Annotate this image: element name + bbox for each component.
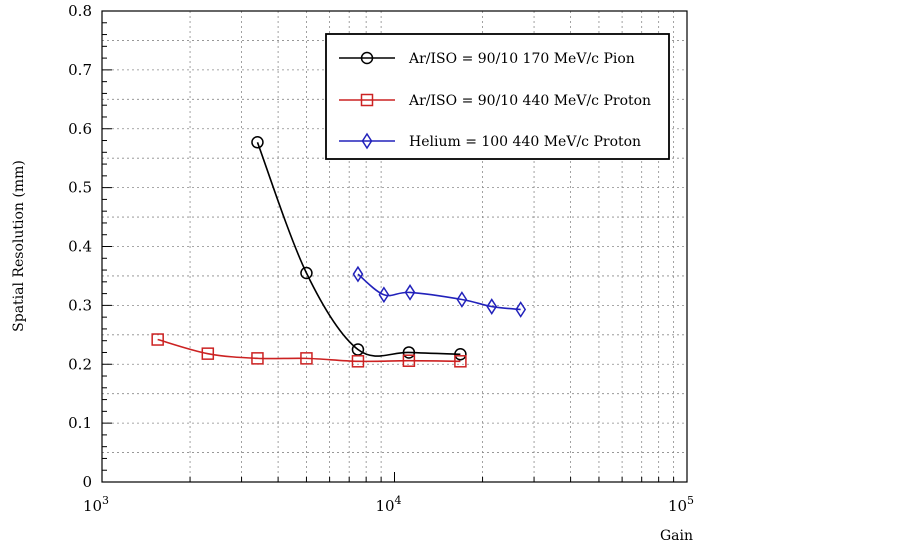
legend-label: Ar/ISO = 90/10 440 MeV/c Proton (408, 93, 651, 109)
x-tick-label: 103 (83, 494, 109, 515)
legend-marker (361, 132, 373, 150)
x-tick-label-base: 10 (668, 497, 687, 515)
x-tick-label-exponent: 5 (687, 494, 694, 507)
y-axis-title: Spatial Resolution (mm) (11, 160, 27, 332)
series-proton-ar (151, 333, 467, 368)
data-point-proton-ar (201, 347, 215, 360)
data-point-pion (251, 136, 264, 149)
data-point-proton-helium (456, 291, 468, 308)
legend-box (325, 33, 670, 160)
data-point-pion (454, 347, 467, 361)
series-line-pion (256, 142, 461, 357)
legend-marker (360, 51, 374, 65)
data-point-proton-ar (251, 352, 264, 365)
data-point-proton-ar (351, 355, 365, 368)
legend: Ar/ISO = 90/10 170 MeV/c Pion Ar/ISO = 90… (325, 33, 670, 160)
data-point-proton-helium (515, 301, 527, 318)
legend-item-proton-ar: Ar/ISO = 90/10 440 MeV/c Proton (339, 93, 651, 109)
y-tick-label: 0 (82, 473, 92, 491)
legend-item-pion: Ar/ISO = 90/10 170 MeV/c Pion (339, 51, 635, 67)
data-point-proton-helium (378, 286, 390, 304)
x-tick-label: 105 (668, 494, 694, 515)
data-point-proton-helium (352, 265, 364, 283)
data-point-pion (300, 266, 313, 280)
series-line-proton-ar (157, 338, 461, 363)
data-point-pion (351, 343, 365, 356)
legend-label: Ar/ISO = 90/10 170 MeV/c Pion (408, 51, 635, 67)
data-point-proton-ar (402, 354, 416, 367)
series-layer (151, 136, 527, 368)
y-tick-label: 0.7 (68, 61, 92, 79)
grid (102, 11, 687, 482)
x-tick-label: 104 (375, 494, 401, 515)
data-point-proton-ar (454, 355, 467, 368)
x-tick-label-exponent: 3 (102, 494, 109, 507)
legend-item-proton-helium: Helium = 100 440 MeV/c Proton (339, 132, 641, 150)
data-point-proton-ar (151, 333, 164, 346)
series-line-proton-helium (357, 273, 521, 311)
data-point-pion (402, 346, 416, 359)
x-axis-title: Gain (660, 528, 693, 544)
y-tick-label: 0.8 (68, 2, 92, 20)
legend-label: Helium = 100 440 MeV/c Proton (409, 134, 641, 150)
data-point-proton-helium (486, 298, 498, 315)
data-point-proton-ar (300, 352, 313, 365)
data-point-proton-helium (404, 284, 416, 301)
legend-marker (360, 93, 374, 107)
x-tick-label-base: 10 (83, 497, 102, 515)
y-tick-label: 0.2 (68, 355, 92, 373)
x-tick-label-exponent: 4 (395, 494, 402, 507)
x-tick-label-base: 10 (375, 497, 394, 515)
series-proton-helium (352, 265, 527, 318)
y-tick-label: 0.3 (68, 296, 92, 314)
series-pion (251, 136, 467, 361)
y-tick-label: 0.1 (68, 414, 92, 432)
y-tick-label: 0.5 (68, 179, 92, 197)
y-tick-label: 0.4 (68, 238, 92, 256)
y-tick-label: 0.6 (68, 120, 92, 138)
